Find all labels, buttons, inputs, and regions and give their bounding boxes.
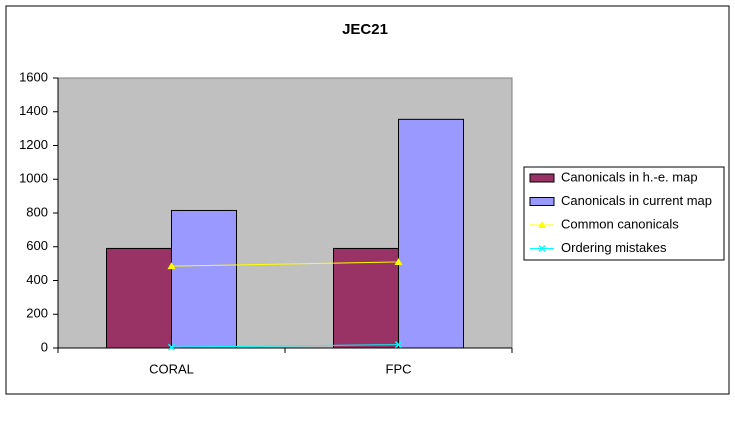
y-tick-label: 1200 (19, 137, 48, 152)
line (171, 261, 399, 267)
y-tick-label: 0 (41, 339, 48, 354)
legend-label: Canonicals in h.-e. map (561, 169, 698, 184)
y-tick-label: 800 (26, 204, 48, 219)
line (171, 344, 399, 348)
y-tick-label: 1400 (19, 103, 48, 118)
line-marker (538, 244, 546, 253)
line-marker (538, 221, 546, 228)
bar (398, 118, 464, 349)
y-tick-label: 1600 (19, 69, 48, 84)
legend-swatch (529, 173, 555, 183)
line-marker (167, 343, 176, 351)
bar (106, 247, 172, 349)
y-tick-label: 400 (26, 272, 48, 287)
line-marker (167, 262, 176, 270)
y-tick-label: 600 (26, 238, 48, 253)
legend-swatch (529, 197, 555, 206)
legend (523, 166, 725, 261)
x-tick-label: CORAL (149, 361, 194, 376)
legend-label: Common canonicals (561, 216, 679, 231)
bar (333, 247, 399, 349)
line-marker (394, 341, 403, 349)
legend-label: Ordering mistakes (561, 240, 667, 255)
x-tick-label: FPC (386, 361, 412, 376)
line-marker (394, 257, 403, 265)
y-tick-label: 200 (26, 306, 48, 321)
legend-label: Canonicals in current map (561, 193, 712, 208)
y-tick-label: 1000 (19, 171, 48, 186)
chart-title: JEC21 (342, 21, 388, 38)
bar (171, 209, 237, 349)
